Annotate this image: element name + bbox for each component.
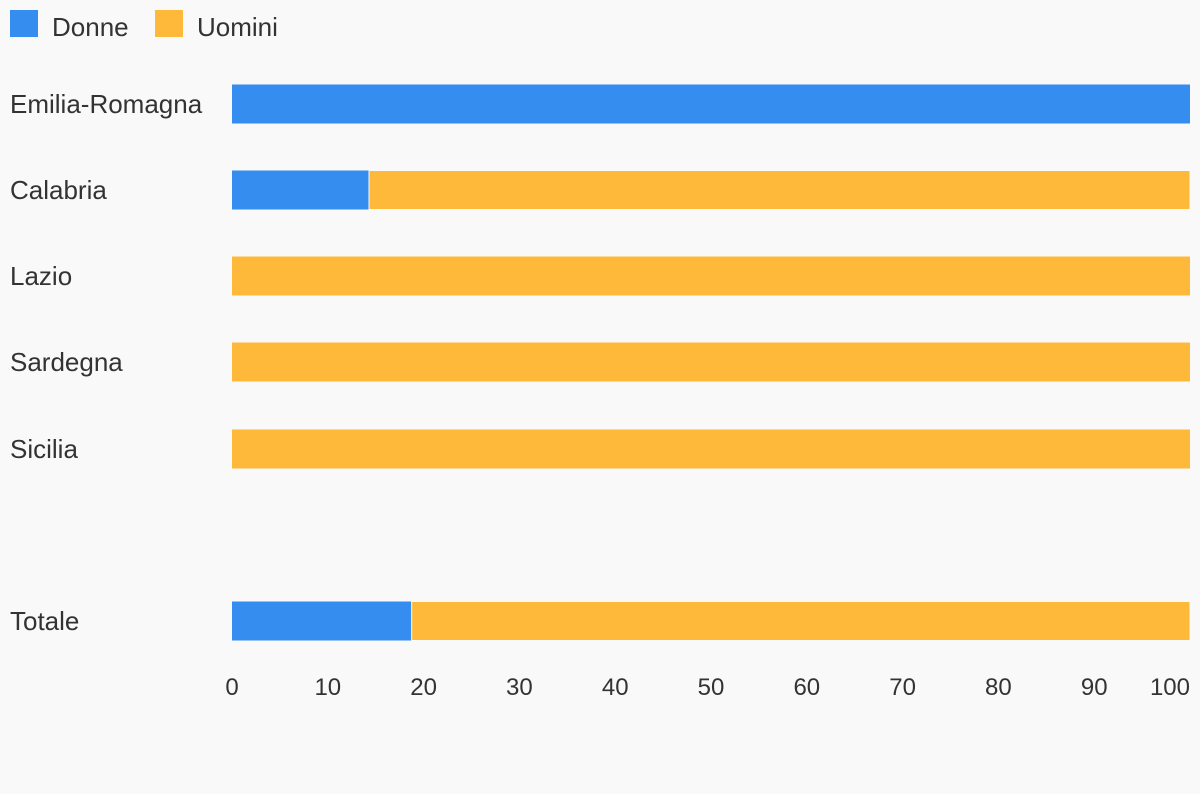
bar-uomini-sicilia[interactable] [232, 429, 1190, 469]
bar-uomini-lazio[interactable] [232, 256, 1190, 296]
x-tick-label: 0 [225, 674, 238, 701]
category-label-sardegna: Sardegna [10, 347, 123, 377]
bar-uomini-totale[interactable] [411, 601, 1191, 641]
bar-uomini-calabria[interactable] [368, 170, 1191, 210]
category-label-totale: Totale [10, 606, 79, 636]
x-tick-label: 30 [506, 674, 533, 701]
x-tick-label: 70 [889, 674, 916, 701]
legend-swatch-uomini[interactable] [155, 10, 183, 37]
x-tick-label: 20 [410, 674, 437, 701]
bars [232, 84, 1191, 641]
legend-swatch-donne[interactable] [10, 10, 38, 37]
bar-uomini-sardegna[interactable] [232, 342, 1190, 382]
x-tick-label: 40 [602, 674, 629, 701]
legend-label-donne[interactable]: Donne [52, 12, 129, 42]
legend: Donne Uomini [10, 10, 278, 42]
x-tick-label: 80 [985, 674, 1012, 701]
bar-donne-totale[interactable] [232, 601, 412, 641]
bar-donne-emilia-romagna[interactable] [232, 84, 1190, 124]
x-tick-label: 100 [1150, 674, 1190, 701]
x-tick-label: 50 [698, 674, 725, 701]
category-labels: Emilia-Romagna Calabria Lazio Sardegna Sicil… [10, 89, 203, 636]
category-label-calabria: Calabria [10, 175, 107, 205]
legend-label-uomini[interactable]: Uomini [197, 12, 278, 42]
x-tick-label: 90 [1081, 674, 1108, 701]
x-tick-label: 10 [314, 674, 341, 701]
category-label-lazio: Lazio [10, 261, 72, 291]
x-tick-label: 60 [793, 674, 820, 701]
x-axis-ticks: 0 10 20 30 40 50 60 70 80 90 100 [225, 674, 1190, 701]
category-label-sicilia: Sicilia [10, 434, 78, 464]
category-label-emilia-romagna: Emilia-Romagna [10, 89, 203, 119]
bar-donne-calabria[interactable] [232, 170, 369, 210]
